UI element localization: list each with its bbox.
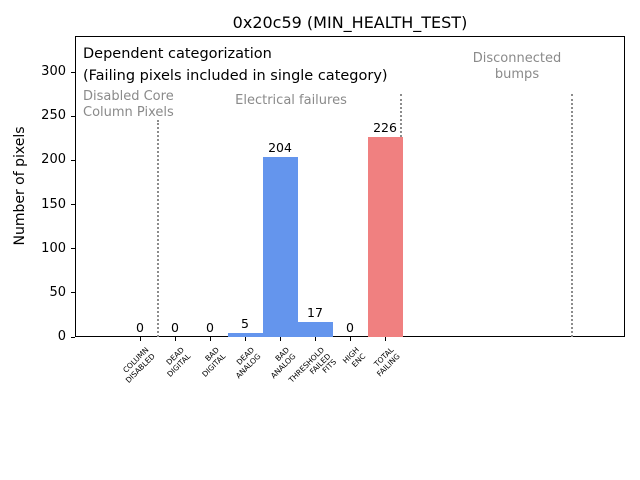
x-tick-label: DEAD ANALOG	[233, 345, 262, 380]
bar	[227, 332, 263, 337]
y-tick-label: 100	[41, 240, 66, 256]
bar-value-label: 0	[171, 320, 179, 335]
annotation-failing-pixels-note: (Failing pixels included in single categ…	[83, 68, 388, 84]
y-tick	[71, 248, 75, 250]
x-tick	[350, 337, 351, 341]
y-tick-label: 0	[57, 329, 66, 344]
y-tick-label: 200	[41, 152, 66, 168]
x-tick-label: BAD DIGITAL	[199, 345, 227, 379]
x-tick-label: COLUMN DISABLED	[121, 345, 157, 385]
y-tick	[71, 336, 75, 338]
y-tick	[71, 71, 75, 73]
annotation-dependent-categorization: Dependent categorization	[83, 46, 272, 62]
chart-title: 0x20c59 (MIN_HEALTH_TEST)	[232, 13, 468, 32]
bar-value-label: 5	[241, 315, 249, 331]
y-tick	[71, 159, 75, 161]
x-tick	[280, 337, 281, 341]
bar	[367, 137, 403, 337]
y-tick-label: 150	[41, 196, 66, 212]
x-tick	[210, 337, 211, 341]
x-tick	[245, 337, 246, 341]
x-tick	[385, 337, 386, 341]
annotation-region-disabled-core: Disabled Core Column Pixels	[83, 89, 174, 120]
bar-value-label: 0	[206, 320, 214, 335]
bar-value-label: 0	[136, 320, 144, 335]
annotation-region-electrical-failures: Electrical failures	[235, 93, 347, 108]
region-divider	[570, 94, 573, 337]
bar	[262, 156, 298, 337]
bar	[297, 322, 333, 337]
plot-area: 0 0 0 5 204 17 0 226	[75, 36, 625, 337]
bar-value-label: 226	[373, 120, 397, 136]
bar-value-label: 17	[307, 304, 323, 320]
x-tick-label: DEAD DIGITAL	[164, 345, 192, 379]
x-tick-label: HIGH ENC	[340, 345, 367, 369]
y-axis-label: Number of pixels	[12, 126, 28, 246]
bar-value-label: 0	[346, 320, 354, 335]
x-tick	[175, 337, 176, 341]
x-tick	[140, 337, 141, 341]
y-tick	[71, 204, 75, 205]
y-tick-label: 50	[49, 284, 66, 300]
x-tick	[315, 337, 316, 341]
y-tick-label: 250	[41, 108, 66, 124]
region-divider	[156, 120, 159, 337]
x-tick-label: TOTAL FAILING	[372, 345, 402, 379]
annotation-region-disconnected-bumps: Disconnected bumps	[472, 51, 562, 82]
y-tick-label: 300	[41, 64, 66, 79]
bar-value-label: 204	[268, 139, 292, 155]
y-tick	[71, 292, 75, 294]
y-tick	[71, 115, 75, 117]
